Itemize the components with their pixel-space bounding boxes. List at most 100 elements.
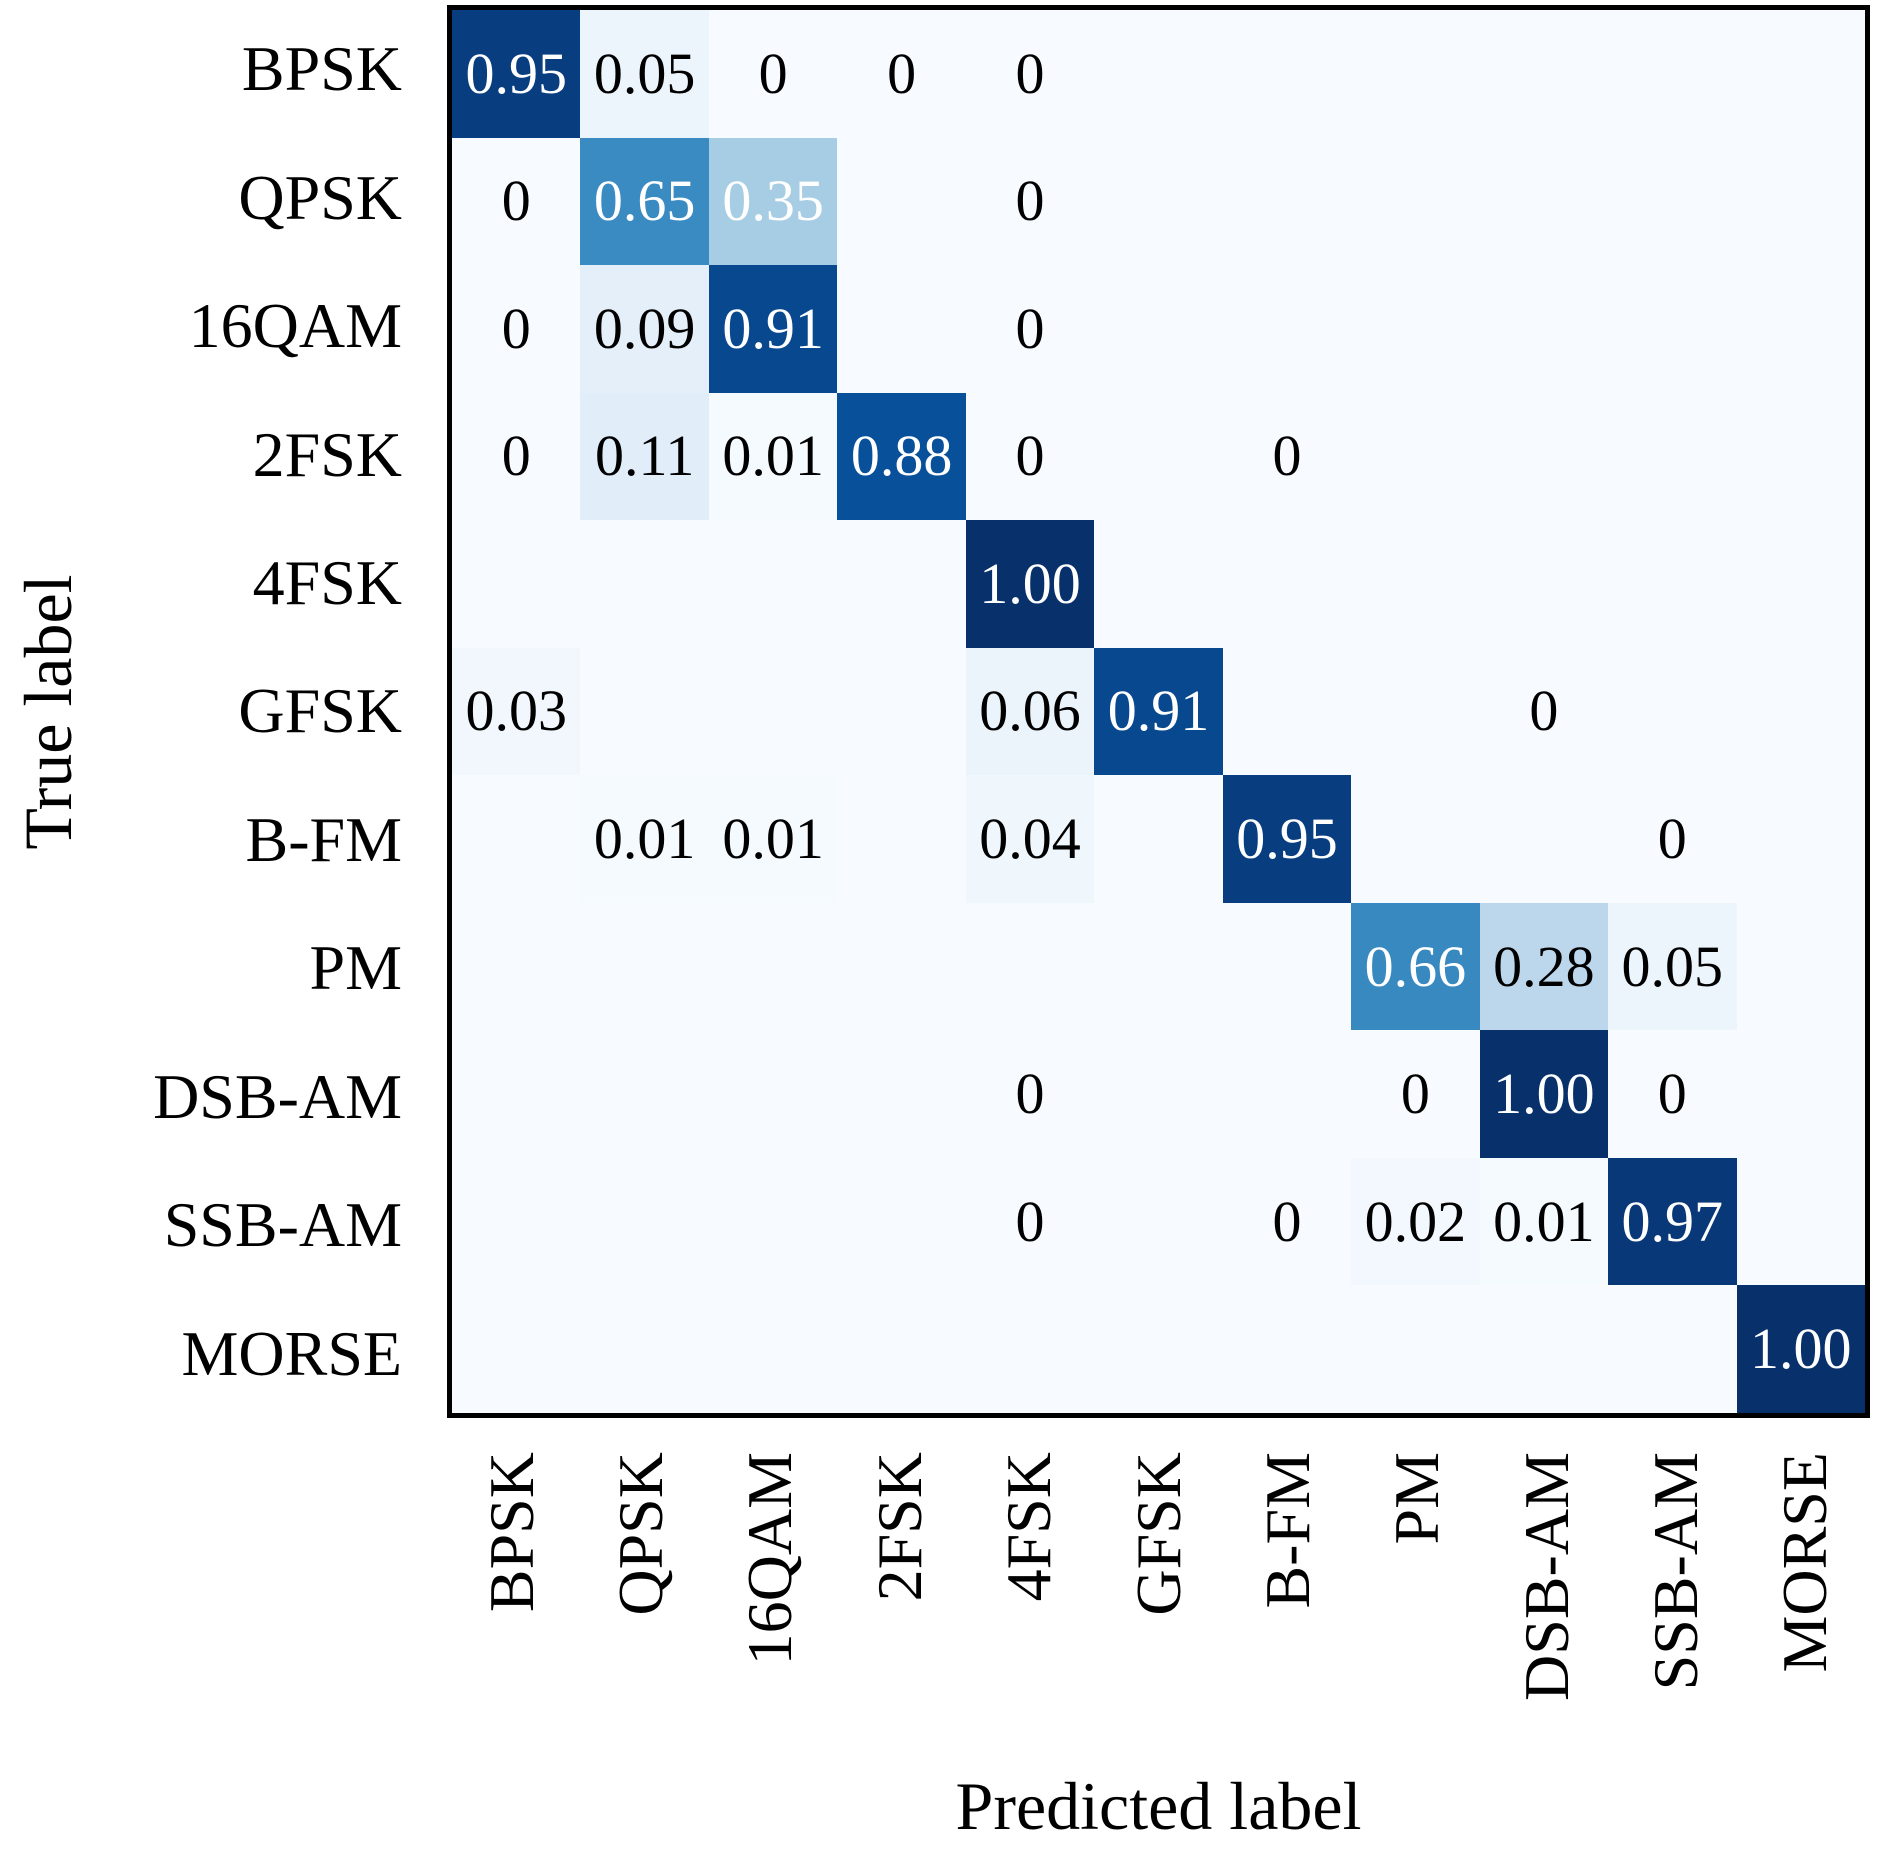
y-tick-label: 16QAM xyxy=(188,290,402,362)
matrix-cell xyxy=(1222,137,1352,266)
matrix-cell: 0 xyxy=(1222,392,1352,521)
matrix-cell xyxy=(1222,647,1352,776)
x-axis-label: Predicted label xyxy=(955,1768,1362,1844)
matrix-cell: 0 xyxy=(965,265,1095,393)
matrix-cell: 0.01 xyxy=(708,775,838,903)
matrix-cell xyxy=(1351,392,1480,521)
matrix-cell xyxy=(1094,392,1223,521)
matrix-cell: 0.95 xyxy=(452,10,581,138)
matrix-cell xyxy=(452,1285,581,1413)
matrix-cell xyxy=(1736,1157,1865,1286)
matrix-cell: 0 xyxy=(1608,775,1737,903)
matrix-cell xyxy=(1222,1030,1352,1158)
matrix-cell xyxy=(837,902,966,1031)
matrix-cell xyxy=(837,1157,966,1286)
x-tick-label: MORSE xyxy=(1769,1452,1841,1673)
y-tick-label: 4FSK xyxy=(252,547,402,619)
matrix-cell xyxy=(1351,520,1480,648)
matrix-cell xyxy=(580,1285,709,1413)
matrix-cell xyxy=(1608,265,1737,393)
matrix-cell xyxy=(1094,902,1223,1031)
y-tick-label: GFSK xyxy=(238,675,402,747)
matrix-cell xyxy=(580,520,709,648)
y-tick-label: DSB-AM xyxy=(153,1060,402,1132)
matrix-cell xyxy=(1736,265,1865,393)
matrix-cell xyxy=(1222,902,1352,1031)
matrix-cell xyxy=(1736,392,1865,521)
matrix-cell: 0 xyxy=(1222,1157,1352,1286)
matrix-cell xyxy=(1736,775,1865,903)
matrix-cell xyxy=(1351,137,1480,266)
matrix-cell xyxy=(1222,1285,1352,1413)
y-tick-label: SSB-AM xyxy=(163,1189,402,1261)
matrix-cell: 0.02 xyxy=(1351,1157,1480,1286)
x-tick-label: 2FSK xyxy=(863,1452,935,1602)
matrix-cell xyxy=(837,520,966,648)
matrix-cell xyxy=(1351,10,1480,138)
matrix-cell xyxy=(580,1157,709,1286)
matrix-cell xyxy=(1094,1030,1223,1158)
matrix-cell: 0 xyxy=(965,137,1095,266)
x-tick-label: PM xyxy=(1381,1452,1453,1545)
matrix-cell xyxy=(452,520,581,648)
matrix-cell xyxy=(1094,520,1223,648)
matrix-cell xyxy=(965,902,1095,1031)
matrix-cell: 0 xyxy=(965,1030,1095,1158)
matrix-cell: 0 xyxy=(452,265,581,393)
matrix-cell xyxy=(1222,265,1352,393)
matrix-cell xyxy=(580,902,709,1031)
x-tick-label: GFSK xyxy=(1122,1452,1194,1616)
x-tick-label: 16QAM xyxy=(734,1452,806,1666)
matrix-cell: 0 xyxy=(965,10,1095,138)
matrix-cell: 1.00 xyxy=(1479,1030,1609,1158)
matrix-cell: 0.05 xyxy=(1608,902,1737,1031)
matrix-cell xyxy=(1479,10,1609,138)
y-tick-label: PM xyxy=(309,932,403,1004)
matrix-cell: 0 xyxy=(965,392,1095,521)
matrix-cell: 0.91 xyxy=(708,265,838,393)
matrix-cell xyxy=(1608,10,1737,138)
x-tick-label: SSB-AM xyxy=(1639,1452,1711,1691)
matrix-cell xyxy=(1736,520,1865,648)
matrix-cell xyxy=(1736,1030,1865,1158)
matrix-cell xyxy=(1479,137,1609,266)
matrix-cell xyxy=(837,775,966,903)
matrix-cell xyxy=(837,265,966,393)
matrix-cell: 1.00 xyxy=(965,520,1095,648)
matrix-cell: 0.01 xyxy=(708,392,838,521)
matrix-cell xyxy=(837,647,966,776)
matrix-cell: 0.65 xyxy=(580,137,709,266)
matrix-cell xyxy=(1351,265,1480,393)
matrix-cell xyxy=(1094,10,1223,138)
matrix-cell: 0 xyxy=(452,392,581,521)
y-tick-label: QPSK xyxy=(238,161,402,233)
matrix-cell: 0.01 xyxy=(580,775,709,903)
y-tick-label: B-FM xyxy=(245,803,403,875)
y-tick-label: MORSE xyxy=(181,1317,403,1389)
matrix-cell xyxy=(837,1030,966,1158)
y-tick-label: BPSK xyxy=(241,33,402,105)
matrix-cell: 0 xyxy=(965,1157,1095,1286)
matrix-cell xyxy=(837,1285,966,1413)
matrix-cell xyxy=(1351,1285,1480,1413)
matrix-cell: 0 xyxy=(1608,1030,1737,1158)
matrix-cell xyxy=(1736,647,1865,776)
matrix-cell xyxy=(452,1030,581,1158)
matrix-cell: 0.06 xyxy=(965,647,1095,776)
x-tick-label: QPSK xyxy=(605,1452,677,1616)
matrix-cell xyxy=(708,520,838,648)
matrix-cell xyxy=(1094,1285,1223,1413)
matrix-cell: 0.28 xyxy=(1479,902,1609,1031)
matrix-cell: 0.35 xyxy=(708,137,838,266)
matrix-cell xyxy=(1479,265,1609,393)
matrix-cell xyxy=(1222,10,1352,138)
matrix-cell xyxy=(1608,392,1737,521)
matrix-cell xyxy=(452,775,581,903)
matrix-cell: 0.66 xyxy=(1351,902,1480,1031)
y-tick-label: 2FSK xyxy=(252,418,402,490)
matrix-cell: 0.91 xyxy=(1094,647,1223,776)
matrix-cell xyxy=(965,1285,1095,1413)
confusion-matrix: 0.95 0.05 0 0 0 0 0.65 0.35 0 0 0.09 0.91 0 0 0.11 0.01… xyxy=(447,5,1870,1418)
matrix-cell xyxy=(708,1030,838,1158)
